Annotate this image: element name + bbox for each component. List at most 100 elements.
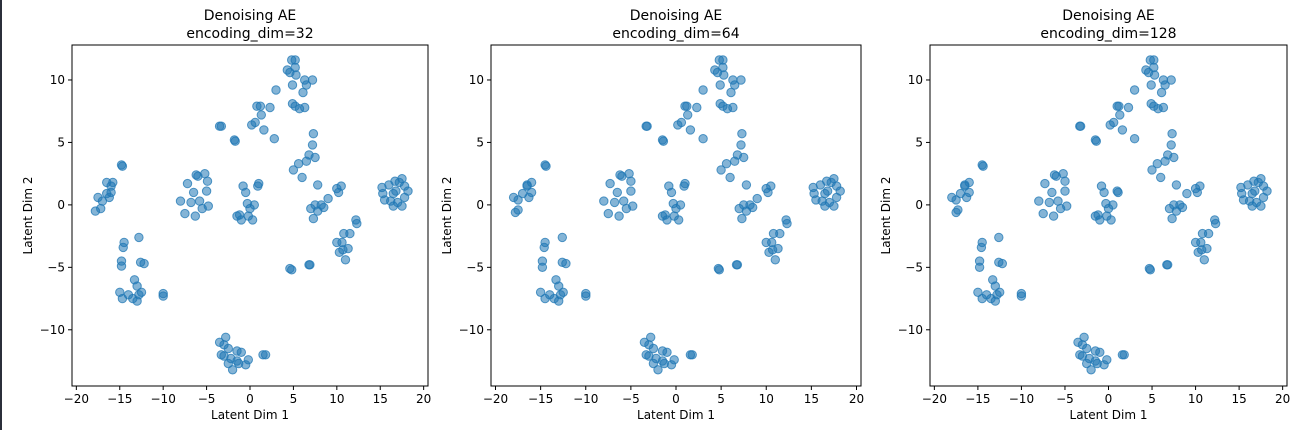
scatter-point (535, 287, 546, 297)
scatter-point (767, 245, 778, 255)
scatter-point (1048, 211, 1059, 221)
scatter-point (653, 365, 663, 375)
scatter-points (508, 55, 845, 375)
chart-title-line-1: Denoising AE (1062, 8, 1155, 24)
scatter-point (739, 152, 749, 163)
scatter-point (526, 187, 537, 198)
scatter-point (615, 170, 625, 180)
x-tick-label: −10 (573, 392, 598, 406)
scatter-point (1256, 201, 1266, 211)
x-tick-label: 20 (1275, 392, 1290, 406)
scatter-point (1262, 186, 1272, 196)
scatter-point (698, 85, 708, 95)
scatter-point (255, 101, 266, 111)
scatter-point (345, 228, 355, 239)
scatter-point (737, 129, 747, 139)
scatter-point (136, 287, 147, 297)
x-tick-label: 5 (1148, 392, 1156, 406)
scatter-point (741, 180, 752, 190)
scatter-point (537, 262, 548, 272)
scatter-point (1117, 125, 1128, 135)
scatter-point (297, 172, 307, 183)
scatter-point (1123, 102, 1134, 113)
x-tick-label: −20 (922, 392, 947, 406)
scatter-point (219, 351, 229, 361)
scatter-point (561, 258, 571, 269)
scatter-point (1199, 255, 1210, 265)
scatter-point (1109, 117, 1119, 128)
x-tick-label: −20 (64, 392, 89, 406)
scatter-point (539, 242, 549, 253)
scatter-point (978, 161, 988, 171)
scatter-point (250, 117, 260, 128)
scatter-point (781, 215, 791, 225)
scatter-point (1171, 180, 1182, 190)
scatter-point (558, 287, 568, 297)
scatter-points (947, 55, 1272, 375)
scatter-point (323, 193, 333, 204)
x-tick-label: 0 (246, 392, 254, 406)
x-tick-label: 10 (329, 392, 344, 406)
scatter-point (953, 205, 963, 215)
scatter-point (301, 80, 312, 90)
y-tick-label: 10 (50, 73, 65, 87)
x-tick-label: 5 (290, 392, 298, 406)
scatter-point (732, 260, 743, 270)
scatter-point (265, 102, 275, 113)
scatter-point (730, 80, 740, 90)
scatter-point (674, 215, 684, 225)
scatter-point (770, 255, 780, 265)
scatter-point (338, 245, 348, 255)
scatter-point (1152, 159, 1163, 169)
scatter-point (1119, 350, 1129, 360)
scatter-point (1115, 110, 1125, 120)
chart-title-line-2: encoding_dim=128 (1040, 26, 1176, 42)
scatter-point (117, 161, 128, 171)
scatter-point (182, 178, 193, 189)
scatter-point (223, 358, 234, 369)
scatter-point (388, 188, 398, 199)
y-tick-label: 5 (915, 135, 923, 149)
y-tick-label: 10 (469, 73, 484, 87)
x-axis-label: Latent Dim 1 (211, 408, 289, 422)
scatter-point (243, 355, 254, 365)
scatter-point (123, 290, 134, 300)
scatter-point (964, 187, 974, 198)
scatter-point (976, 242, 987, 253)
scatter-point (660, 210, 670, 220)
scatter-point (1249, 176, 1259, 186)
scatter-point (1090, 356, 1101, 366)
scatter-point (403, 186, 413, 196)
scatter-point (351, 215, 361, 225)
scatter-point (1146, 80, 1156, 90)
scatter-point (1197, 245, 1207, 255)
scatter-point (683, 110, 693, 120)
scatter-point (642, 121, 652, 131)
scatter-point (158, 291, 168, 301)
scatter-point (1113, 187, 1123, 198)
x-tick-label: −15 (965, 392, 990, 406)
scatter-point (259, 125, 269, 135)
scatter-point (319, 202, 329, 213)
scatter-point (1210, 215, 1220, 225)
scatter-point (624, 169, 634, 179)
scatter-point (202, 176, 213, 186)
scatter-point (313, 180, 323, 190)
scatter-point (726, 87, 736, 98)
scatter-point (1038, 208, 1048, 219)
scatter-point (997, 258, 1007, 269)
scatter-point (1156, 172, 1166, 183)
scatter-point (626, 176, 636, 186)
scatter-point (227, 365, 238, 375)
scatter-point (557, 232, 567, 243)
window-frame-edge (0, 0, 2, 430)
scatter-point (513, 205, 523, 215)
scatter-point (676, 117, 687, 128)
scatter-point (1082, 358, 1092, 369)
scatter-point (990, 281, 1000, 291)
scatter-point (669, 355, 679, 365)
y-tick-label: −5 (47, 260, 65, 274)
scatter-point (1177, 202, 1188, 213)
y-axis-label: Latent Dim 2 (879, 177, 893, 255)
scatter-point (1049, 170, 1060, 180)
